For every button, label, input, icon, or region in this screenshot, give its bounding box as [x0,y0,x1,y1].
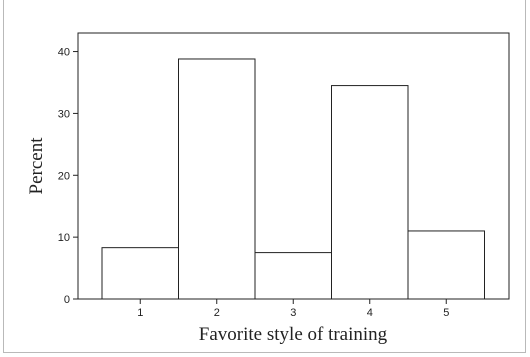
y-axis: 0 10 20 30 40 [58,47,78,306]
y-tick-label-20: 20 [58,170,70,182]
bar-4 [331,85,409,300]
bar-5 [407,230,485,300]
bar-2 [178,58,256,300]
y-tick-label-0: 0 [64,294,70,306]
y-tick-label-30: 30 [58,108,70,120]
bar-3 [254,252,332,300]
chart-frame [3,0,526,353]
y-tick-label-10: 10 [58,232,70,244]
bars-group [101,58,485,300]
x-tick-label-2: 2 [214,307,220,319]
x-axis-title: Favorite style of training [199,324,388,345]
x-tick-label-5: 5 [443,307,449,319]
x-tick-label-4: 4 [367,307,373,319]
x-tick-label-1: 1 [137,307,143,319]
bar-1 [101,247,179,300]
y-tick-label-40: 40 [58,47,70,59]
y-axis-title: Percent [26,137,47,195]
x-axis: 1 2 3 4 5 [137,299,449,319]
x-tick-label-3: 3 [290,307,296,319]
